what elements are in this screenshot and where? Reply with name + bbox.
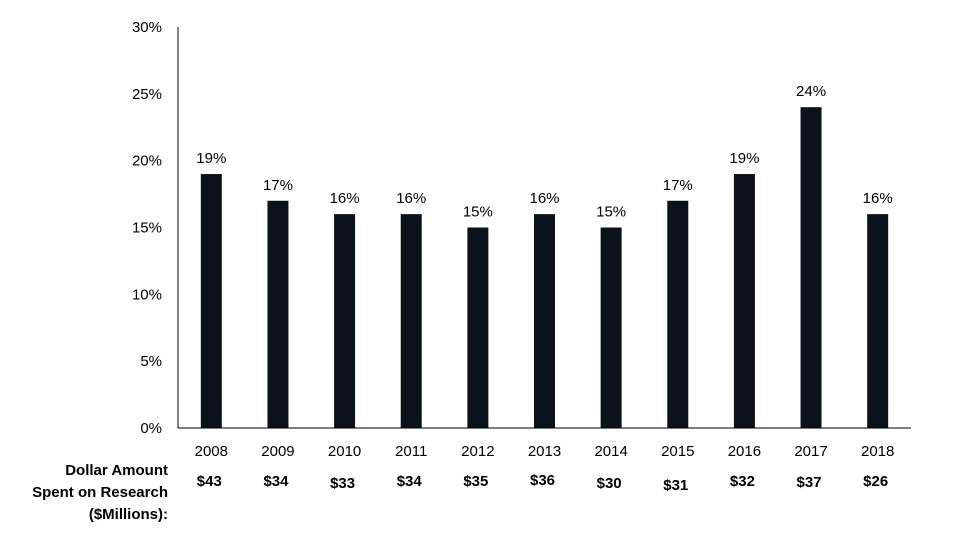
dollar-value: $30 [597,475,622,492]
dollar-value: $31 [663,477,688,494]
dollar-value: $35 [463,473,488,490]
dollar-row-label-line: Dollar Amount [65,462,168,479]
dollar-value: $26 [863,473,888,490]
x-tick-label: 2014 [594,443,627,460]
y-tick-label: 20% [132,153,162,170]
data-label: 16% [330,190,360,207]
data-label: 24% [796,83,826,100]
bar [200,174,222,428]
dollar-row-label-line: Spent on Research [32,484,168,501]
dollar-value: $36 [530,472,555,489]
dollar-row-label-line: ($Millions): [89,506,168,523]
dollar-value: $43 [197,473,222,490]
y-tick-label: 5% [140,353,162,370]
x-axis-labels: 2008 2009 2010 2011 2012 2013 2014 2015 2016 2017… [195,443,895,460]
bar [267,200,289,428]
bar [867,214,889,428]
data-label: 17% [263,177,293,194]
data-label: 19% [729,150,759,167]
bar [400,214,422,428]
dollar-row-values: $43 $34 $33 $34 $35 $36 $30 $31 $32 $37 $26 [197,472,888,494]
y-tick-label: 25% [132,86,162,103]
bar [534,214,555,428]
data-label: 16% [863,190,893,207]
bar [600,227,622,428]
data-label: 15% [463,204,493,221]
x-tick-label: 2011 [395,443,427,460]
data-label: 17% [663,177,693,194]
dollar-value: $34 [263,473,289,490]
bar [667,200,689,428]
bars [200,107,889,428]
y-tick-label: 15% [132,220,162,237]
x-tick-label: 2008 [195,443,228,460]
y-tick-label: 0% [140,420,162,437]
bar [733,174,755,428]
data-label: 15% [596,204,626,221]
y-tick-label: 10% [132,286,162,303]
x-tick-label: 2010 [328,443,361,460]
x-tick-label: 2012 [461,443,494,460]
bar [467,227,489,428]
y-tick-label: 30% [132,19,162,36]
dollar-value: $37 [797,474,822,491]
x-tick-label: 2013 [528,443,561,460]
x-tick-label: 2009 [261,443,294,460]
dollar-value: $33 [330,475,355,492]
data-labels: 19% 17% 16% 16% 15% 16% 15% 17% 19% 24% 16% [196,83,892,220]
data-label: 16% [529,190,559,207]
x-tick-label: 2017 [794,443,827,460]
data-label: 16% [396,190,426,207]
x-tick-label: 2016 [728,443,761,460]
data-label: 19% [196,150,226,167]
x-tick-label: 2018 [861,443,894,460]
bar [334,214,356,428]
dollar-row-label: Dollar Amount Spent on Research ($Millions… [32,462,168,523]
y-axis-ticks: 0% 5% 10% 15% 20% 25% 30% [132,19,162,437]
dollar-value: $34 [397,473,423,490]
x-tick-label: 2015 [661,443,694,460]
bar [800,107,822,428]
dollar-value: $32 [730,473,755,490]
